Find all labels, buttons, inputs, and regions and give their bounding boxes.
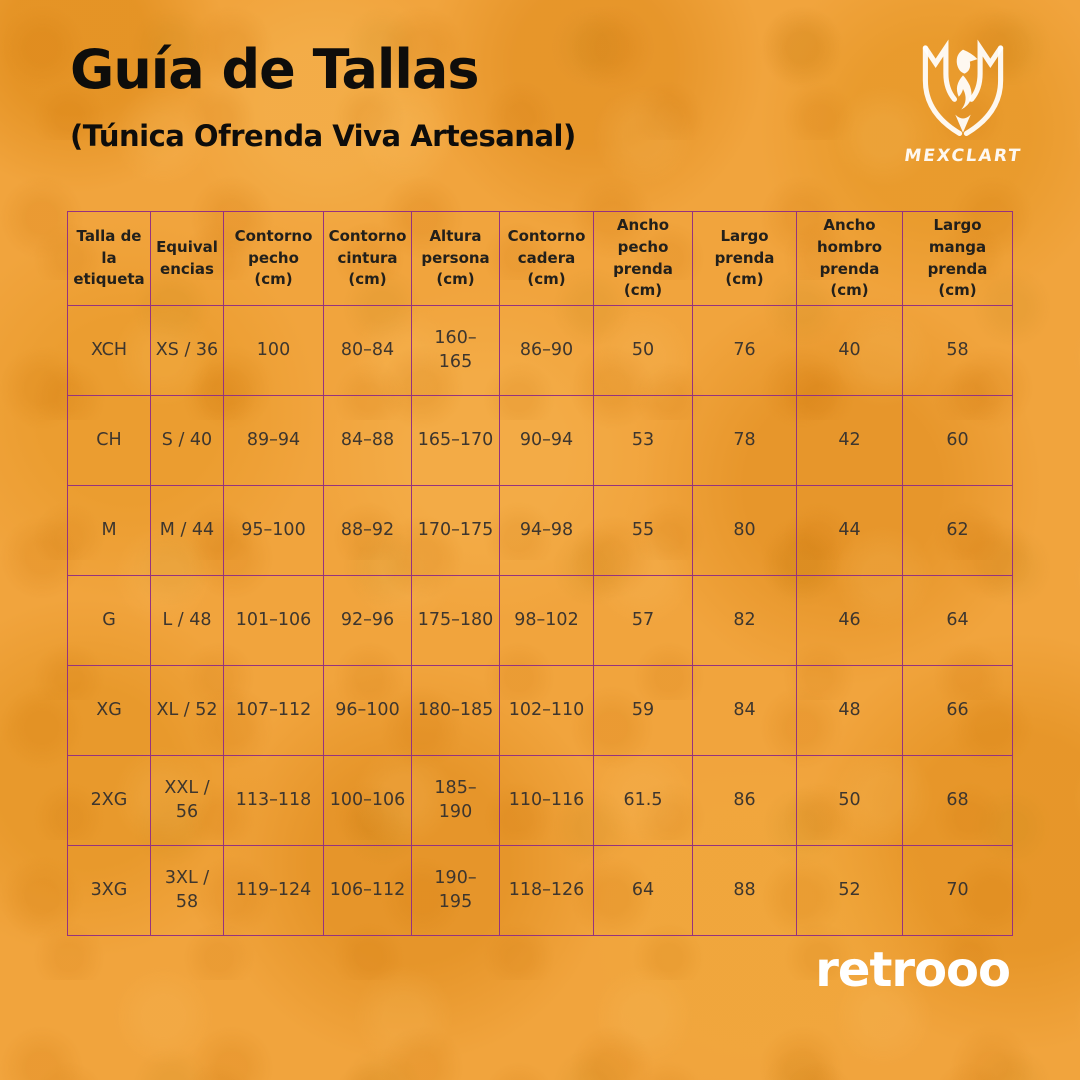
table-cell: 60 bbox=[902, 395, 1013, 486]
table-cell: 90–94 bbox=[499, 395, 594, 486]
table-cell: CH bbox=[67, 395, 151, 486]
table-cell: 59 bbox=[593, 665, 693, 756]
table-cell: XS / 36 bbox=[150, 305, 224, 396]
table-row: 3XG 3XL / 58 119–124 106–112 190– 195 118–126… bbox=[67, 845, 1013, 936]
table-cell: L / 48 bbox=[150, 575, 224, 666]
table-cell: XXL / 56 bbox=[150, 755, 224, 846]
table-cell: XL / 52 bbox=[150, 665, 224, 756]
table-cell: 50 bbox=[796, 755, 903, 846]
footer-brand-logo: retrooo bbox=[815, 942, 1011, 998]
table-cell: 185– 190 bbox=[411, 755, 500, 846]
table-cell: 58 bbox=[902, 305, 1013, 396]
table-cell: 95–100 bbox=[223, 485, 324, 576]
table-cell: 110–116 bbox=[499, 755, 594, 846]
table-cell: 106–112 bbox=[323, 845, 412, 936]
table-cell: 80 bbox=[692, 485, 797, 576]
table-cell: 180–185 bbox=[411, 665, 500, 756]
table-cell: 86–90 bbox=[499, 305, 594, 396]
poster-header: Guía de Tallas (Túnica Ofrenda Viva Arte… bbox=[70, 38, 576, 153]
table-cell: 118–126 bbox=[499, 845, 594, 936]
table-row: 2XG XXL / 56 113–118 100–106 185– 190 110–116… bbox=[67, 755, 1013, 846]
column-header-3: Contorno pecho (cm) bbox=[223, 211, 324, 306]
brand-logo-text: MEXCLART bbox=[902, 146, 1024, 166]
table-cell: M / 44 bbox=[150, 485, 224, 576]
column-header-9: Ancho hombro prenda (cm) bbox=[796, 211, 903, 306]
table-cell: 89–94 bbox=[223, 395, 324, 486]
table-cell: 76 bbox=[692, 305, 797, 396]
table-cell: 84–88 bbox=[323, 395, 412, 486]
table-cell: 119–124 bbox=[223, 845, 324, 936]
table-cell: XCH bbox=[67, 305, 151, 396]
table-row: CH S / 40 89–94 84–88 165–170 90–94 53 78 42 60 bbox=[67, 395, 1013, 486]
table-cell: 46 bbox=[796, 575, 903, 666]
table-cell: 55 bbox=[593, 485, 693, 576]
table-cell: 44 bbox=[796, 485, 903, 576]
table-cell: 2XG bbox=[67, 755, 151, 846]
table-cell: 64 bbox=[593, 845, 693, 936]
table-cell: 52 bbox=[796, 845, 903, 936]
table-cell: 40 bbox=[796, 305, 903, 396]
table-cell: 88–92 bbox=[323, 485, 412, 576]
table-cell: M bbox=[67, 485, 151, 576]
table-cell: 61.5 bbox=[593, 755, 693, 846]
table-cell: 92–96 bbox=[323, 575, 412, 666]
table-cell: 53 bbox=[593, 395, 693, 486]
table-cell: G bbox=[67, 575, 151, 666]
table-cell: 165–170 bbox=[411, 395, 500, 486]
table-cell: 102–110 bbox=[499, 665, 594, 756]
table-cell: 50 bbox=[593, 305, 693, 396]
table-cell: 62 bbox=[902, 485, 1013, 576]
table-cell: 100–106 bbox=[323, 755, 412, 846]
column-header-7: Ancho pecho prenda (cm) bbox=[593, 211, 693, 306]
table-cell: 113–118 bbox=[223, 755, 324, 846]
table-cell: 107–112 bbox=[223, 665, 324, 756]
column-header-8: Largo prenda (cm) bbox=[692, 211, 797, 306]
table-cell: 101–106 bbox=[223, 575, 324, 666]
table-cell: 98–102 bbox=[499, 575, 594, 666]
table-cell: 3XL / 58 bbox=[150, 845, 224, 936]
table-cell: 86 bbox=[692, 755, 797, 846]
table-cell: 160– 165 bbox=[411, 305, 500, 396]
table-row: XCH XS / 36 100 80–84 160– 165 86–90 50 76 40 58 bbox=[67, 305, 1013, 396]
column-header-2: Equival encias bbox=[150, 211, 224, 306]
column-header-4: Contorno cintura (cm) bbox=[323, 211, 412, 306]
table-header-row: Talla de la etiqueta Equival encias Contor… bbox=[67, 211, 1013, 306]
brand-logo: MEXCLART bbox=[890, 36, 1036, 166]
table-cell: 42 bbox=[796, 395, 903, 486]
table-cell: 82 bbox=[692, 575, 797, 666]
column-header-1: Talla de la etiqueta bbox=[67, 211, 151, 306]
column-header-5: Altura persona (cm) bbox=[411, 211, 500, 306]
table-cell: 66 bbox=[902, 665, 1013, 756]
table-cell: 190– 195 bbox=[411, 845, 500, 936]
column-header-6: Contorno cadera (cm) bbox=[499, 211, 594, 306]
table-cell: 64 bbox=[902, 575, 1013, 666]
table-cell: XG bbox=[67, 665, 151, 756]
page-title: Guía de Tallas bbox=[70, 38, 480, 101]
size-table: Talla de la etiqueta Equival encias Contor… bbox=[67, 211, 1013, 936]
column-header-10: Largo manga prenda (cm) bbox=[902, 211, 1013, 306]
table-row: XG XL / 52 107–112 96–100 180–185 102–110 59 84… bbox=[67, 665, 1013, 756]
table-cell: 78 bbox=[692, 395, 797, 486]
table-cell: 96–100 bbox=[323, 665, 412, 756]
eagle-shield-icon bbox=[922, 39, 1004, 137]
table-cell: 170–175 bbox=[411, 485, 500, 576]
table-cell: S / 40 bbox=[150, 395, 224, 486]
table-cell: 80–84 bbox=[323, 305, 412, 396]
table-cell: 70 bbox=[902, 845, 1013, 936]
table-cell: 84 bbox=[692, 665, 797, 756]
table-cell: 57 bbox=[593, 575, 693, 666]
table-cell: 100 bbox=[223, 305, 324, 396]
table-cell: 94–98 bbox=[499, 485, 594, 576]
table-cell: 88 bbox=[692, 845, 797, 936]
table-cell: 48 bbox=[796, 665, 903, 756]
page-subtitle: (Túnica Ofrenda Viva Artesanal) bbox=[70, 118, 576, 153]
table-cell: 68 bbox=[902, 755, 1013, 846]
table-cell: 3XG bbox=[67, 845, 151, 936]
table-cell: 175–180 bbox=[411, 575, 500, 666]
